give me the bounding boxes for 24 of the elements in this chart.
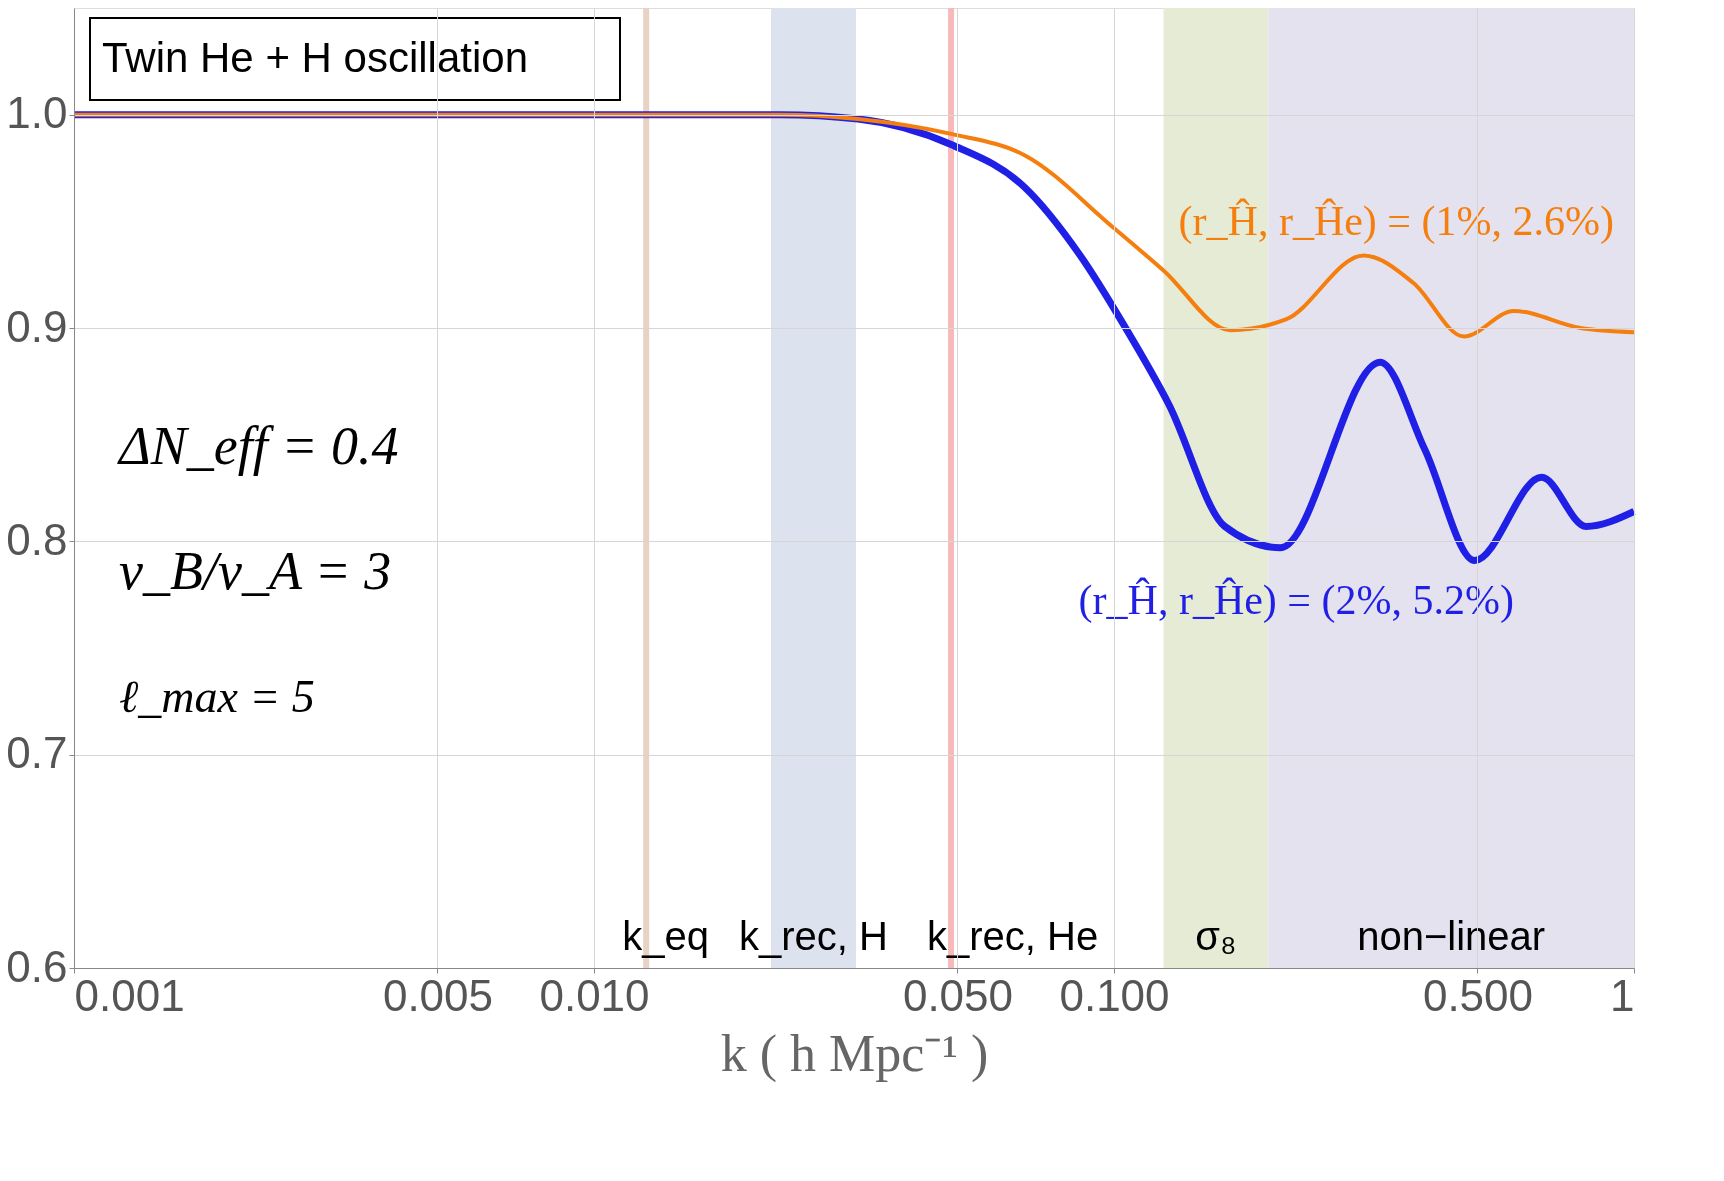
band-label: non−linear	[1357, 914, 1546, 958]
x-tick-label: 0.005	[382, 970, 494, 1020]
y-tick-label: 0.9	[6, 301, 68, 351]
x-tick-label: 0.001	[74, 970, 185, 1020]
x-tick-label: 0.050	[902, 970, 1014, 1020]
ref-line-label: k_rec, He	[927, 914, 1099, 958]
ref-line-label: k_eq	[622, 914, 709, 958]
series-label: (r_Ĥ, r_Ĥe) = (2%, 5.2%)	[1078, 577, 1514, 625]
band-label: k_rec, H	[739, 914, 888, 958]
band-label: σ₈	[1195, 914, 1237, 958]
x-axis-title: k ( h Mpc⁻¹ )	[720, 1024, 989, 1083]
series-label: (r_Ĥ, r_Ĥe) = (1%, 2.6%)	[1178, 198, 1614, 246]
annotation: Twin He + H oscillation	[102, 34, 529, 81]
x-tick-label: 0.100	[1059, 970, 1170, 1020]
x-tick-label: 0.500	[1422, 970, 1534, 1020]
x-tick-label: 1	[1610, 970, 1635, 1020]
x-tick-label: 0.010	[539, 970, 650, 1020]
annotation: v_B/v_A = 3	[119, 541, 392, 601]
annotation: ℓ_max = 5	[119, 671, 315, 722]
y-tick-label: 1.0	[6, 88, 68, 138]
y-tick-label: 0.6	[6, 941, 68, 991]
y-tick-label: 0.7	[6, 728, 68, 778]
annotation: ΔN_eff = 0.4	[117, 416, 399, 476]
y-tick-label: 0.8	[6, 514, 68, 564]
